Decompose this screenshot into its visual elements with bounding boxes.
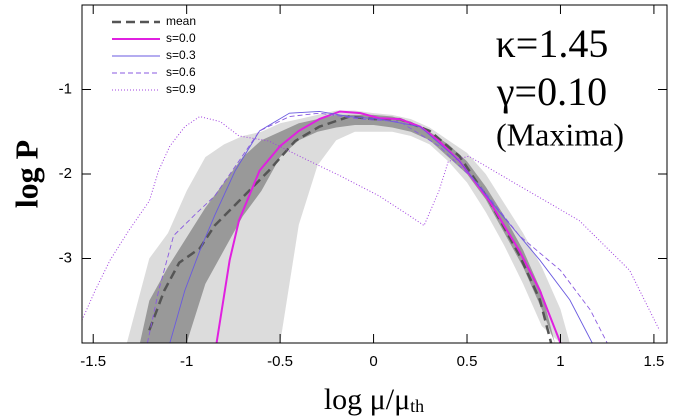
legend-label: s=0.3 [166,48,196,62]
x-tick-label: 1.5 [643,353,664,370]
plot-frame [81,4,668,344]
y-axis-label: log P [8,140,44,208]
x-tick-label: 0 [369,353,377,370]
y-tick-label: -2 [59,165,72,182]
series-line [82,116,660,331]
x-tick-label: -1 [180,353,193,370]
series-line [148,115,553,343]
x-tick-label: 1 [556,353,564,370]
y-tick-label: -3 [59,249,72,266]
legend-label: s=0.9 [166,82,196,96]
x-tick-label: -1.5 [80,353,106,370]
legend-label: mean [166,14,196,28]
x-axis-label-main: log μ/μ [324,383,410,416]
x-axis-label: log μ/μth [324,383,424,416]
series-line [146,112,608,343]
plot [82,110,660,343]
annotation: γ=0.10 [496,69,607,114]
x-tick-label: -0.5 [267,353,293,370]
series-line [169,111,593,343]
legend-label: s=0.6 [166,65,196,79]
annotation: (Maxima) [496,116,624,152]
annotation: κ=1.45 [496,21,609,66]
series-line [215,110,562,343]
x-axis-label-sub: th [410,396,424,416]
legend-label: s=0.0 [166,31,196,45]
x-tick-label: 0.5 [457,353,478,370]
y-tick-label: -1 [59,80,72,97]
band [139,114,555,343]
